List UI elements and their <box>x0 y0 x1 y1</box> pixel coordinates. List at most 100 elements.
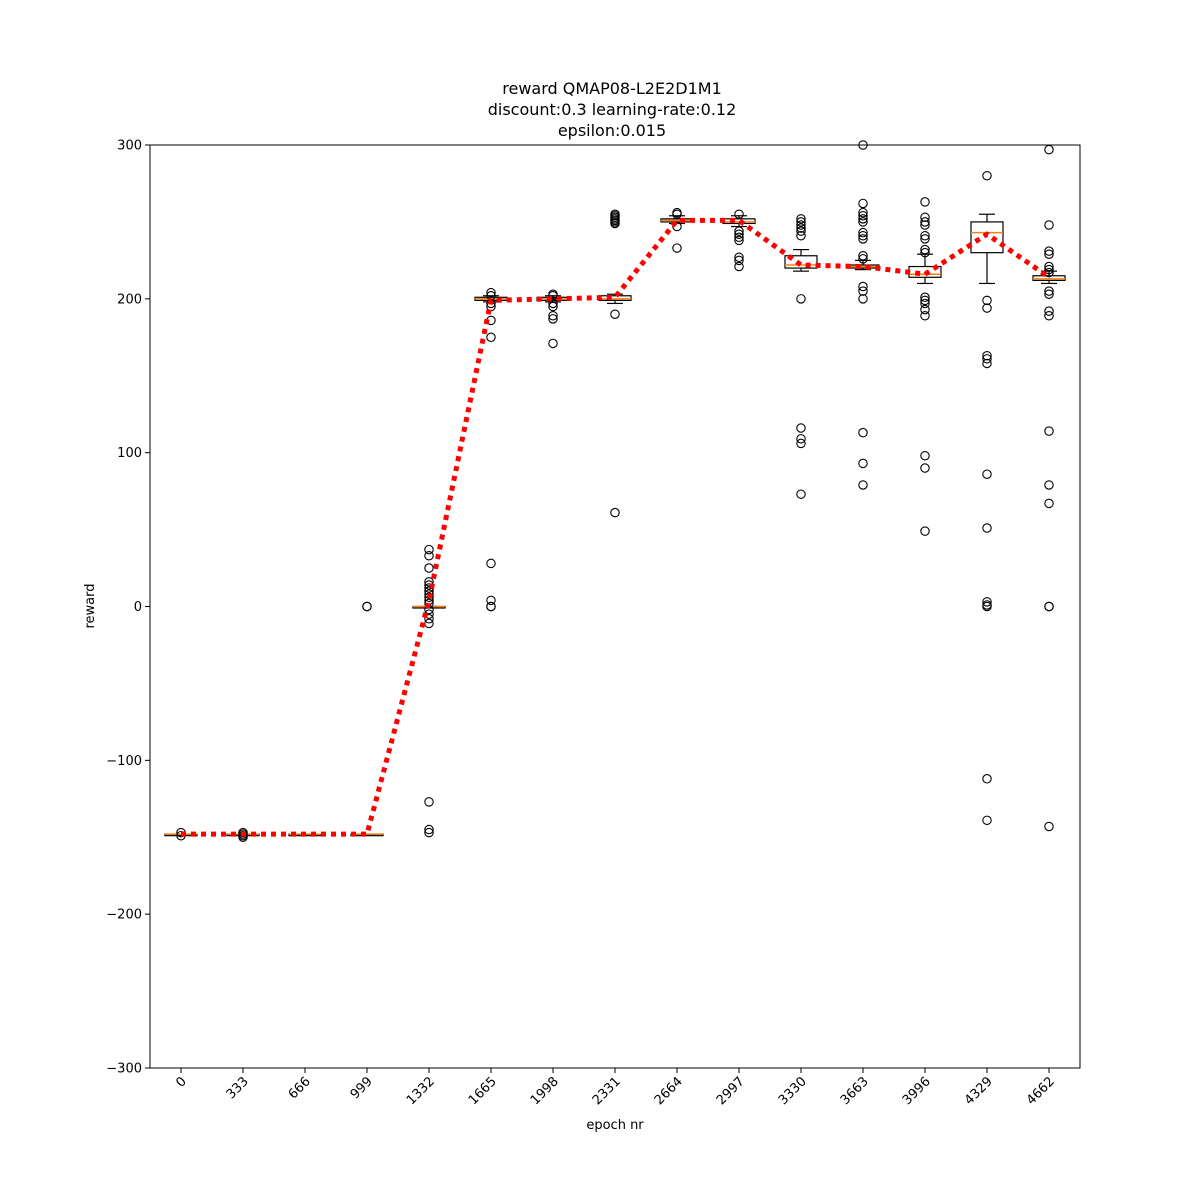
outlier-2664-1 <box>672 209 682 219</box>
outlier-2997-2 <box>734 229 744 239</box>
outlier-4662-1 <box>1044 220 1054 230</box>
y-tick-label-1: −200 <box>106 908 142 923</box>
outlier-4662-8 <box>1044 289 1054 299</box>
outlier-2331-6 <box>610 218 620 229</box>
x-tick-label-4329: 4329 <box>962 1074 996 1108</box>
outlier-4662-4 <box>1044 261 1054 272</box>
mean-line <box>181 217 1051 837</box>
x-tick-label-0: 0 <box>173 1074 189 1090</box>
outlier-3996-5 <box>920 234 930 244</box>
outlier-4662-5 <box>1044 264 1054 275</box>
x-axis-label: epoch nr <box>586 1118 644 1133</box>
outlier-3996-1 <box>920 212 930 223</box>
outlier-4329-4 <box>982 354 992 364</box>
outlier-3996-9 <box>920 295 930 306</box>
outlier-1332-2 <box>424 563 434 573</box>
outlier-4662-3 <box>1044 249 1054 259</box>
outlier-4662-10 <box>1044 311 1054 321</box>
outlier-3663-7 <box>858 231 868 241</box>
outlier-3663-5 <box>858 217 868 227</box>
outlier-4329-6 <box>982 469 992 479</box>
outlier-3996-12 <box>920 311 930 321</box>
outlier-3663-11 <box>858 281 868 292</box>
outlier-4329-12 <box>982 815 992 826</box>
outlier-3663-2 <box>858 207 868 218</box>
y-tick-label-4: 100 <box>117 446 142 461</box>
outlier-3330-10 <box>796 489 806 499</box>
outlier-3663-14 <box>858 427 868 438</box>
x-tick-label-1332: 1332 <box>404 1074 438 1108</box>
outlier-3663-15 <box>858 458 868 469</box>
y-tick-label-5: 200 <box>117 292 142 307</box>
outlier-1998-3 <box>548 301 558 312</box>
boxes-layer <box>164 213 1066 837</box>
outlier-3663-3 <box>858 211 868 221</box>
box-2331 <box>598 295 632 301</box>
outlier-3663-12 <box>858 286 868 296</box>
outlier-3330-4 <box>796 226 806 236</box>
outlier-3996-2 <box>920 217 930 227</box>
outlier-2997-6 <box>734 255 744 266</box>
outlier-3330-7 <box>796 423 806 433</box>
outlier-4329-0 <box>982 171 992 181</box>
outlier-3330-1 <box>796 217 806 227</box>
outlier-1665-5 <box>486 332 496 343</box>
box-3330 <box>784 255 818 269</box>
outlier-2997-5 <box>734 252 744 263</box>
outlier-4662-16 <box>1044 821 1054 832</box>
outlier-1332-16 <box>424 824 434 835</box>
outlier-3996-13 <box>920 450 930 461</box>
x-tick-label-333: 333 <box>224 1074 252 1102</box>
chart-title-line-1: reward QMAP08-L2E2D1M1 <box>502 79 722 98</box>
x-tick-label-1665: 1665 <box>466 1074 500 1108</box>
outlier-4662-15 <box>1044 601 1054 612</box>
x-tick-label-999: 999 <box>348 1074 376 1102</box>
x-tick-label-2997: 2997 <box>714 1074 748 1108</box>
outlier-3996-7 <box>920 247 930 258</box>
outlier-3330-0 <box>796 214 806 224</box>
outlier-1998-5 <box>548 314 558 324</box>
outlier-3330-3 <box>796 223 806 233</box>
outlier-3663-13 <box>858 294 868 304</box>
outlier-4329-2 <box>982 303 992 313</box>
outlier-3996-6 <box>920 244 930 255</box>
outlier-4662-7 <box>1044 286 1054 296</box>
outlier-3996-14 <box>920 463 930 473</box>
outlier-2997-1 <box>734 226 744 236</box>
y-axis: −300 −200 −100 0 100 200 300 <box>106 139 150 1077</box>
outlier-3996-4 <box>920 231 930 241</box>
outlier-4662-2 <box>1044 246 1054 256</box>
outlier-3996-8 <box>920 292 930 303</box>
outlier-3996-10 <box>920 298 930 309</box>
box-4662 <box>1032 275 1066 281</box>
outlier-2997-3 <box>734 232 744 243</box>
outlier-1998-2 <box>548 298 558 309</box>
outlier-3330-6 <box>796 294 806 304</box>
outlier-4329-3 <box>982 351 992 361</box>
mean-line-layer <box>181 217 1051 837</box>
x-tick-label-3996: 3996 <box>900 1074 934 1108</box>
outlier-2997-0 <box>734 209 744 219</box>
outlier-4662-13 <box>1044 498 1054 509</box>
outlier-3996-11 <box>920 304 930 315</box>
x-tick-label-2331: 2331 <box>590 1074 624 1108</box>
outlier-1332-15 <box>424 797 434 807</box>
outlier-1332-3 <box>424 577 434 587</box>
outlier-4329-7 <box>982 523 992 533</box>
outlier-2664-2 <box>672 221 682 232</box>
outlier-4329-1 <box>982 295 992 306</box>
outlier-4329-8 <box>982 597 992 607</box>
outlier-1998-6 <box>548 338 558 349</box>
plot-area-frame <box>149 144 1081 1069</box>
x-tick-label-3330: 3330 <box>776 1074 810 1108</box>
y-tick-label-6: 300 <box>117 139 142 154</box>
outlier-4662-9 <box>1044 306 1054 316</box>
outlier-3663-9 <box>858 251 868 261</box>
outlier-4329-11 <box>982 774 992 784</box>
x-tick-label-1998: 1998 <box>528 1074 562 1108</box>
y-axis-label: reward <box>83 583 98 628</box>
outlier-1332-17 <box>424 827 434 838</box>
outlier-3330-5 <box>796 231 806 241</box>
outlier-999-1 <box>362 601 372 612</box>
